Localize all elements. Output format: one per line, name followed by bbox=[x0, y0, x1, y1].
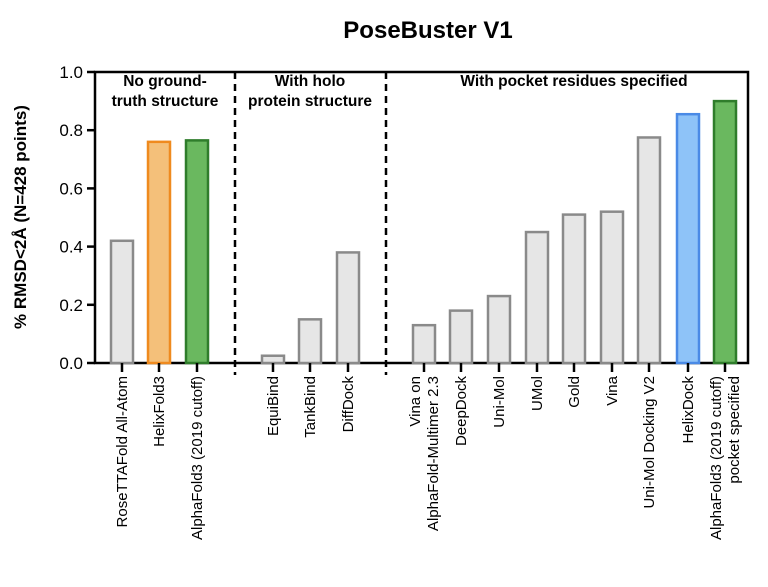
bar bbox=[675, 112, 701, 365]
category-label: AlphaFold3 (2019 cutoff) bbox=[189, 376, 206, 540]
y-tick-label: 0.0 bbox=[59, 354, 83, 373]
y-tick-label: 0.6 bbox=[59, 179, 83, 198]
category-label: Uni-Mol bbox=[491, 376, 508, 428]
bar bbox=[184, 139, 210, 365]
category-label: DeepDock bbox=[453, 376, 470, 447]
category-label: HelixFold3 bbox=[151, 376, 168, 447]
bar bbox=[636, 136, 662, 365]
group-label: No ground- bbox=[123, 73, 207, 90]
group-label: With pocket residues specified bbox=[460, 73, 687, 90]
group-label: protein structure bbox=[248, 93, 372, 110]
bar bbox=[486, 294, 512, 365]
chart-title: PoseBuster V1 bbox=[343, 17, 512, 44]
category-label: AlphaFold3 (2019 cutoff) bbox=[708, 376, 725, 540]
bar bbox=[712, 99, 738, 365]
bar bbox=[411, 323, 437, 365]
category-label: RoseTTAFold All-Atom bbox=[114, 376, 131, 527]
bar bbox=[297, 318, 323, 365]
plot-area: 0.0 0.2 0.4 0.6 0.8 1.0 No ground-truth struct… bbox=[59, 63, 750, 540]
y-tick-label: 0.8 bbox=[59, 121, 83, 140]
bar bbox=[448, 309, 474, 365]
category-label: HelixDock bbox=[680, 376, 697, 444]
category-label: EquiBind bbox=[265, 376, 282, 436]
y-axis-label: % RMSD<2Å (N=428 points) bbox=[11, 105, 30, 329]
category-label: pocket specified bbox=[726, 376, 743, 484]
bar bbox=[599, 210, 625, 365]
y-tick-label: 1.0 bbox=[59, 63, 83, 82]
category-label: Gold bbox=[566, 376, 583, 408]
category-label: Vina bbox=[604, 375, 621, 405]
bar bbox=[524, 230, 550, 365]
bar bbox=[146, 140, 172, 365]
bar bbox=[109, 239, 135, 365]
category-label: UMol bbox=[529, 376, 546, 411]
category-label: Uni-Mol Docking V2 bbox=[641, 376, 658, 509]
group-label: truth structure bbox=[112, 93, 219, 110]
category-label: AlphaFold-Multimer 2.3 bbox=[425, 376, 442, 531]
bar bbox=[335, 251, 361, 365]
group-label: With holo bbox=[275, 73, 345, 90]
category-label: DiffDock bbox=[340, 376, 357, 433]
bar bbox=[561, 213, 587, 365]
category-label: TankBind bbox=[302, 376, 319, 438]
category-label: Vina on bbox=[407, 376, 424, 427]
bar bbox=[260, 354, 286, 365]
y-tick-label: 0.2 bbox=[59, 296, 83, 315]
y-tick-label: 0.4 bbox=[59, 238, 83, 257]
